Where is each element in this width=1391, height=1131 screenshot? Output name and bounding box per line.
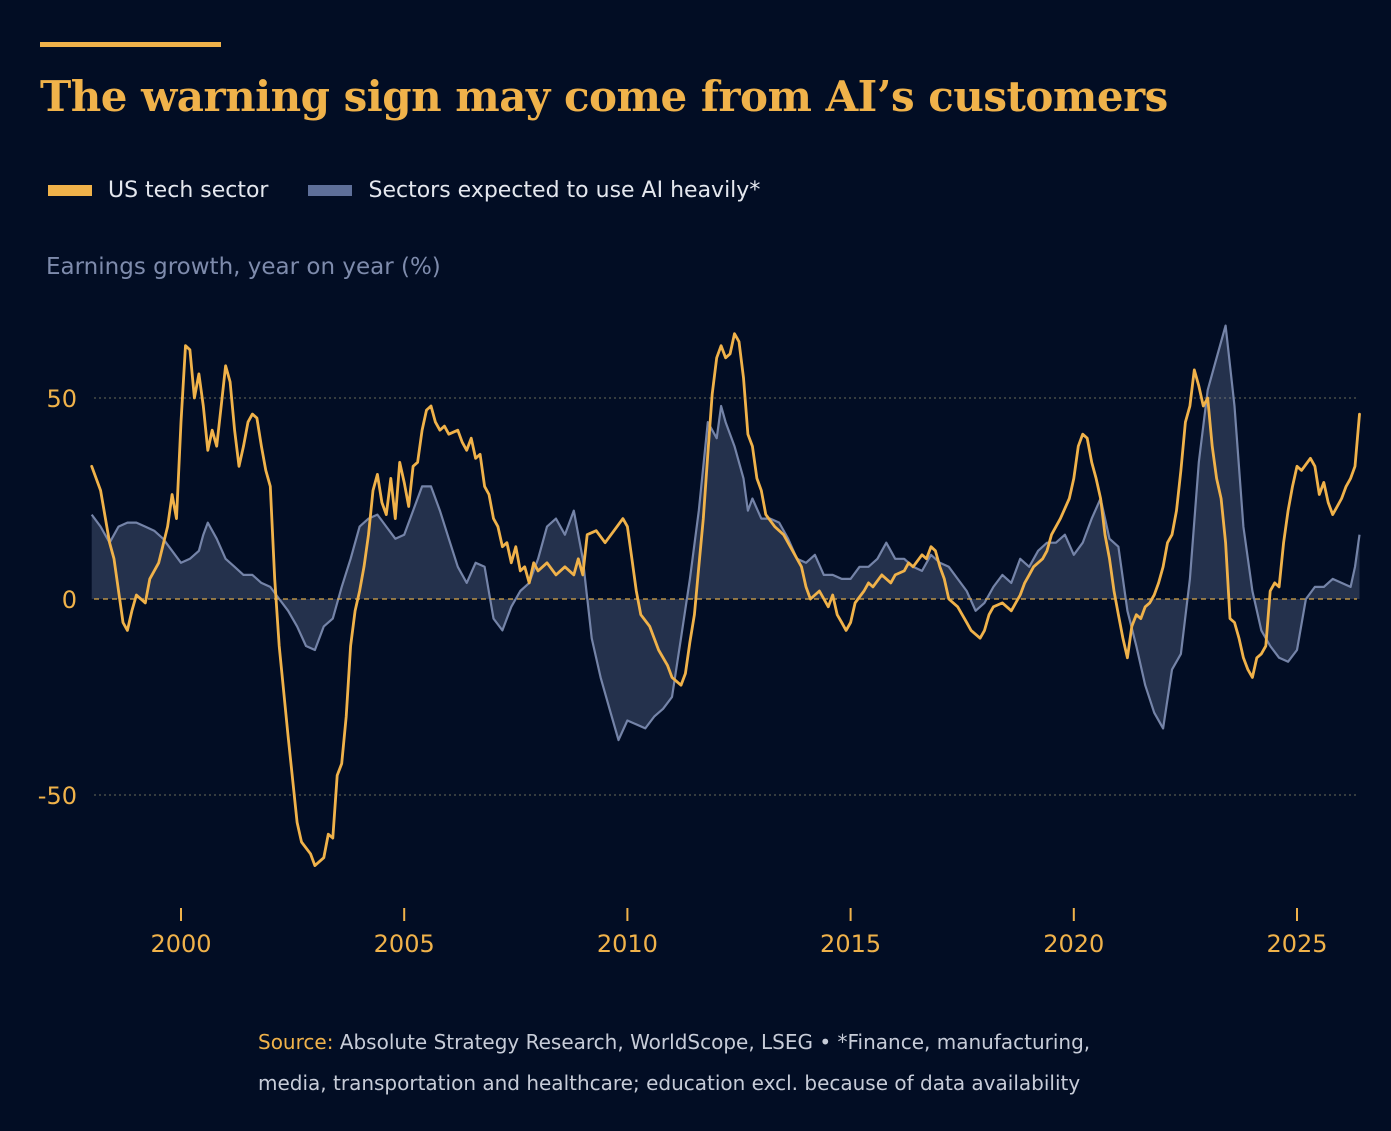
legend-item-tech: US tech sector (48, 178, 268, 203)
legend-label-tech: US tech sector (108, 178, 269, 203)
legend-swatch-tech (48, 185, 92, 196)
legend: US tech sector Sectors expected to use A… (48, 178, 800, 203)
title-accent-rule (40, 42, 221, 47)
x-tick-label: 2000 (150, 930, 211, 958)
x-tick-label: 2010 (597, 930, 658, 958)
legend-label-ai: Sectors expected to use AI heavily* (368, 178, 761, 203)
legend-swatch-ai (308, 185, 353, 196)
y-tick-label: 0 (62, 586, 77, 614)
x-tick-label: 2025 (1266, 930, 1327, 958)
source-text: Absolute Strategy Research, WorldScope, … (258, 1030, 1091, 1095)
legend-item-ai: Sectors expected to use AI heavily* (308, 178, 760, 203)
y-tick-label: 50 (46, 385, 77, 413)
chart-title: The warning sign may come from AI’s cust… (40, 72, 1168, 121)
x-tick-label: 2020 (1043, 930, 1104, 958)
source-label: Source: (258, 1030, 334, 1054)
y-tick-label: -50 (38, 782, 77, 810)
x-tick-label: 2015 (820, 930, 881, 958)
series-area-ai (91, 325, 1360, 741)
y-axis-label: Earnings growth, year on year (%) (46, 254, 441, 280)
series-line-tech (90, 332, 1361, 867)
source-note: Source: Absolute Strategy Research, Worl… (258, 1022, 1158, 1104)
x-tick-label: 2005 (374, 930, 435, 958)
series-line-ai (90, 324, 1361, 742)
